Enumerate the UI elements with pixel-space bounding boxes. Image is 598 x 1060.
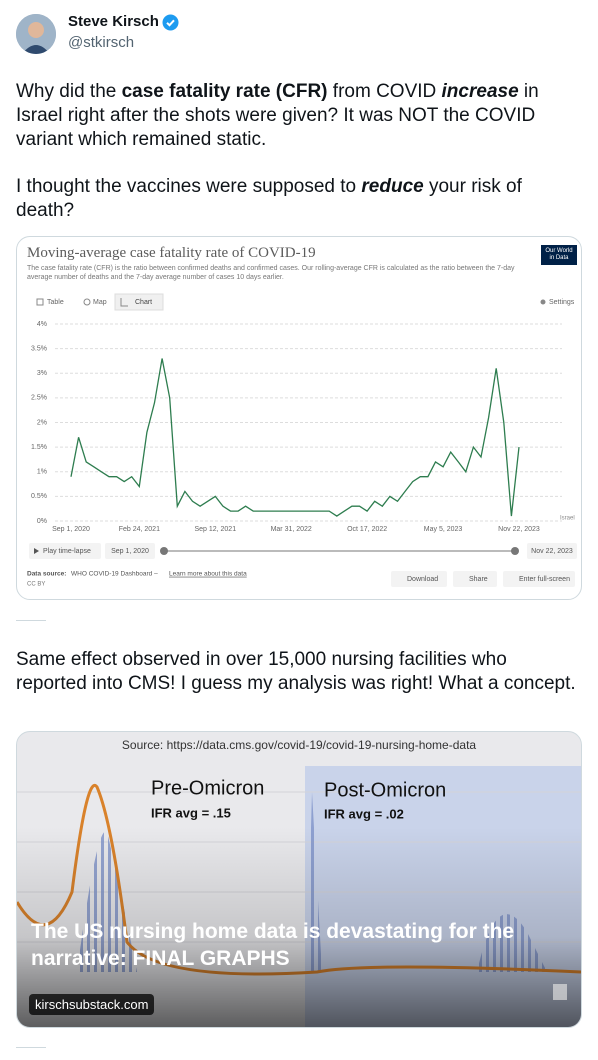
button-label: Share	[469, 576, 488, 583]
text: your risk of death?	[16, 176, 522, 221]
tab-icon	[83, 298, 91, 306]
y-tick-label: 1.5%	[31, 444, 47, 451]
logo-text: in Data	[549, 255, 569, 261]
x-tick-label: Mar 31, 2022	[271, 526, 312, 533]
license: CC BY	[27, 582, 45, 588]
divider	[16, 620, 46, 621]
author-handle[interactable]: @stkirsch	[68, 34, 135, 51]
image-source: Source: https://data.cms.gov/covid-19/co…	[122, 738, 477, 752]
tweet-text: Same effect observed in over 15,000 nurs…	[16, 648, 582, 696]
learn-more[interactable]: Learn more about this data	[169, 571, 247, 578]
image-icon	[553, 984, 567, 1000]
text-emphasis: increase	[441, 81, 519, 102]
x-tick-label: Oct 17, 2022	[347, 526, 387, 533]
x-tick-label: May 5, 2023	[424, 526, 463, 533]
y-tick-label: 4%	[37, 321, 47, 328]
button[interactable]	[453, 571, 497, 587]
timeline-start: Sep 1, 2020	[111, 548, 149, 555]
verified-badge	[162, 14, 179, 31]
image-shade	[17, 827, 581, 1027]
text: from COVID	[327, 81, 442, 102]
x-tick-label: Nov 22, 2023	[498, 526, 540, 533]
tweet-text: Why did the case fatality rate (CFR) fro…	[16, 80, 582, 152]
avatar-image	[16, 14, 56, 54]
timeline-handle[interactable]	[511, 547, 519, 555]
tab[interactable]: Map	[93, 299, 107, 306]
x-tick-label: Sep 1, 2020	[52, 526, 90, 533]
text: Why did the	[16, 81, 122, 102]
settings-icon	[540, 299, 546, 305]
x-tick-label: Sep 12, 2021	[194, 526, 236, 533]
y-tick-label: 2%	[37, 419, 47, 426]
timeline-handle[interactable]	[160, 547, 168, 555]
source: WHO COVID-19 Dashboard –	[71, 571, 158, 578]
y-tick-label: 0.5%	[31, 493, 47, 500]
divider	[16, 1047, 46, 1048]
y-tick-label: 1%	[37, 469, 47, 476]
y-tick-label: 0%	[37, 518, 47, 525]
logo-text: Our World	[545, 248, 573, 254]
tweet-text: I thought the vaccines were supposed to …	[16, 175, 582, 223]
plot: Table Map Chart Settings Play time-lapse…	[27, 293, 577, 588]
tab-icon	[120, 298, 128, 307]
chart-image[interactable]: Moving-average case fatality rate of COV…	[16, 236, 582, 600]
card-domain[interactable]: kirschsubstack.com	[29, 994, 155, 1015]
text: in Israel right after the shots were giv…	[16, 81, 539, 150]
tab-icon	[36, 298, 44, 306]
line	[70, 358, 520, 517]
avatar[interactable]	[16, 14, 56, 54]
tab[interactable]: Chart	[135, 299, 152, 306]
text: Same effect observed in over 15,000 nurs…	[16, 649, 576, 694]
image-label: Post-Omicron	[324, 779, 446, 801]
chart-subtitle: The case fatality rate (CFR) is the rati…	[27, 265, 515, 281]
text-bold: case fatality rate (CFR)	[121, 81, 328, 102]
button-label: Enter full-screen	[519, 576, 570, 583]
image-label: IFR avg = .15	[151, 805, 231, 820]
button[interactable]	[391, 571, 447, 587]
play-button[interactable]	[29, 543, 101, 559]
link-image: Source: https://data.cms.gov/covid-19/co…	[17, 738, 581, 1027]
timeline-chip	[105, 543, 155, 559]
x-tick-label: Feb 24, 2021	[119, 526, 160, 533]
chart-title: Moving-average case fatality rate of COV…	[27, 245, 316, 261]
card-headline[interactable]: The US nursing home data is devastating …	[31, 920, 515, 970]
image-label: Pre-Omicron	[151, 777, 264, 799]
owid-logo: Our World in Data	[541, 245, 577, 265]
settings[interactable]: Settings	[549, 299, 575, 306]
y-tick-label: 2.5%	[31, 395, 47, 402]
play-icon	[34, 548, 39, 554]
timeline-end: Nov 22, 2023	[531, 548, 573, 555]
y-tick-label: 3.5%	[31, 345, 47, 352]
y-tick-label: 3%	[37, 370, 47, 377]
source-label: Data source:	[27, 571, 66, 578]
link-card[interactable]: Source: https://data.cms.gov/covid-19/co…	[16, 731, 582, 1028]
author-name[interactable]: Steve Kirsch	[68, 13, 159, 30]
image-label: IFR avg = .02	[324, 806, 404, 821]
series-label: Israel	[560, 516, 575, 522]
text: I thought the vaccines were supposed to	[16, 176, 362, 197]
tab[interactable]: Table	[47, 299, 64, 306]
text-emphasis: reduce	[361, 176, 424, 197]
button[interactable]	[503, 571, 575, 587]
play-label: Play time-lapse	[43, 548, 91, 555]
timeline-chip	[527, 543, 577, 559]
button-label: Download	[407, 576, 438, 583]
